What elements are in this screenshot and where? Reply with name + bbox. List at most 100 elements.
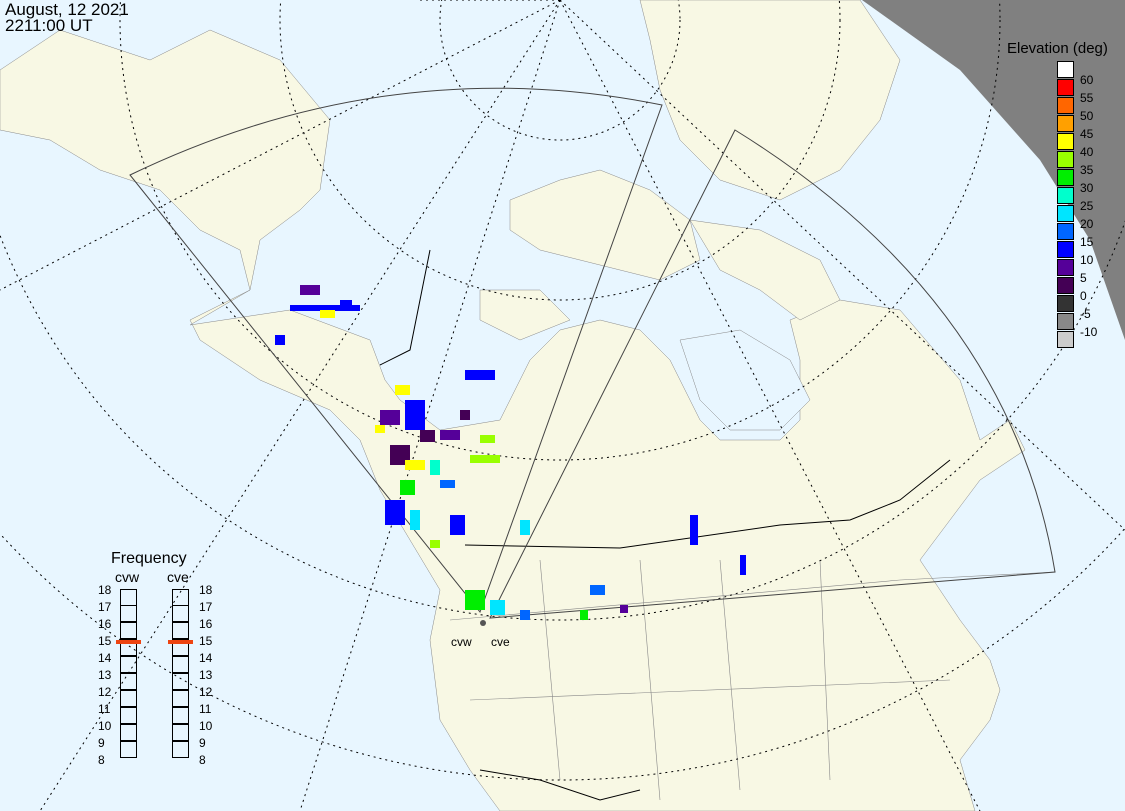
frequency-cell — [120, 724, 137, 741]
frequency-radar-name: cvw — [115, 569, 140, 585]
time-label: 2211:00 UT — [5, 16, 93, 35]
echo-cell — [620, 605, 628, 613]
baffin-island — [689, 219, 841, 321]
frequency-tick-label: 13 — [98, 668, 112, 682]
colorbar-label: 15 — [1080, 235, 1094, 249]
greenland — [639, 0, 901, 201]
colorbar-label: 30 — [1080, 181, 1094, 195]
frequency-tick-label: 11 — [199, 702, 212, 716]
echo-cell — [375, 425, 385, 433]
frequency-cell — [172, 724, 189, 741]
radar-site-marker — [480, 620, 486, 626]
colorbar-swatch — [1057, 331, 1074, 348]
colorbar-swatch — [1057, 259, 1074, 276]
hudson-bay — [679, 329, 811, 431]
frequency-cell — [120, 622, 137, 639]
colorbar-label: 50 — [1080, 109, 1094, 123]
frequency-cell — [120, 690, 137, 707]
frequency-radar-name: cve — [167, 569, 189, 585]
frequency-tick-label: 15 — [199, 634, 213, 648]
north-america-land — [0, 29, 1026, 811]
colorbar-swatch — [1057, 295, 1074, 312]
frequency-tick-label: 17 — [199, 600, 213, 614]
colorbar-swatch — [1057, 277, 1074, 294]
frequency-tick-label: 8 — [199, 753, 206, 767]
colorbar-title: Elevation (deg) — [1007, 40, 1108, 57]
frequency-cell — [172, 589, 189, 606]
colorbar-swatch — [1057, 241, 1074, 258]
echo-cell — [395, 385, 410, 395]
echo-cell — [465, 590, 485, 610]
echo-cell — [580, 610, 588, 620]
echo-cell — [290, 305, 360, 311]
echo-cell — [450, 515, 465, 535]
state-lines — [449, 559, 1056, 801]
echo-cell — [690, 515, 698, 545]
echo-cell — [740, 555, 746, 575]
colorbar-label: 20 — [1080, 217, 1094, 231]
frequency-cell — [172, 639, 189, 656]
frequency-tick-label: 12 — [199, 685, 213, 699]
colorbar-swatch — [1057, 313, 1074, 330]
colorbar-swatch — [1057, 115, 1074, 132]
colorbar-label: 5 — [1080, 271, 1087, 285]
frequency-cell — [172, 656, 189, 673]
frequency-tick-label: 14 — [199, 651, 213, 665]
echo-cell — [405, 400, 425, 430]
frequency-cell — [172, 622, 189, 639]
colorbar-swatch — [1057, 169, 1074, 186]
echo-cell — [490, 600, 505, 615]
colorbar-label: 55 — [1080, 91, 1094, 105]
echo-cell — [275, 335, 285, 345]
echo-cell — [320, 310, 335, 318]
frequency-tick-label: 18 — [199, 583, 213, 597]
colorbar-swatch — [1057, 79, 1074, 96]
frequency-tick-label: 9 — [98, 736, 105, 750]
frequency-tick-label: 17 — [98, 600, 112, 614]
frequency-tick-label: 13 — [199, 668, 213, 682]
echo-cell — [420, 430, 435, 442]
frequency-cell — [120, 605, 137, 622]
colorbar-swatch — [1057, 187, 1074, 204]
frequency-cell — [120, 639, 137, 656]
victoria-island — [479, 289, 571, 341]
echo-cell — [460, 410, 470, 420]
colorbar-label: -5 — [1080, 307, 1091, 321]
frequency-tick-label: 10 — [199, 719, 213, 733]
echo-cell — [430, 540, 440, 548]
colorbar-swatch — [1057, 61, 1074, 78]
frequency-cell — [120, 707, 137, 724]
frequency-cell — [172, 673, 189, 690]
echo-cell — [405, 460, 425, 470]
radar-echoes — [275, 285, 746, 620]
date-label: August, 12 2021 — [5, 0, 129, 19]
frequency-cell — [172, 741, 189, 758]
echo-cell — [385, 500, 405, 525]
echo-cell — [440, 480, 455, 488]
frequency-tick-label: 12 — [98, 685, 112, 699]
frequency-tick-label: 18 — [98, 583, 112, 597]
colorbar-swatch — [1057, 97, 1074, 114]
echo-cell — [400, 480, 415, 495]
frequency-tick-label: 15 — [98, 634, 112, 648]
echo-cell — [470, 455, 500, 463]
colorbar-label: 45 — [1080, 127, 1094, 141]
colorbar-label: 0 — [1080, 289, 1087, 303]
frequency-cell — [172, 605, 189, 622]
echo-cell — [340, 300, 352, 306]
frequency-tick-label: 8 — [98, 753, 105, 767]
colorbar-swatch — [1057, 133, 1074, 150]
colorbar-label: 60 — [1080, 73, 1094, 87]
frequency-title: Frequency — [111, 550, 187, 567]
frequency-cell — [120, 673, 137, 690]
frequency-tick-label: 16 — [98, 617, 112, 631]
field-of-view — [129, 87, 1056, 619]
frequency-marker — [168, 639, 193, 644]
frequency-tick-label: 11 — [98, 702, 111, 716]
echo-cell — [480, 435, 495, 443]
frequency-cell — [120, 589, 137, 606]
echo-cell — [410, 510, 420, 530]
frequency-cell — [120, 656, 137, 673]
